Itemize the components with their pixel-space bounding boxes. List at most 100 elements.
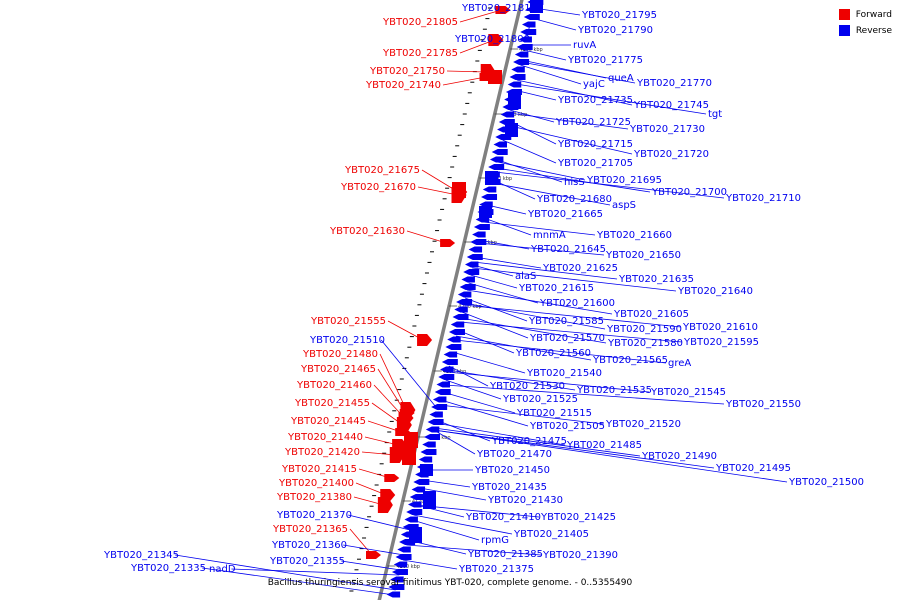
reverse-gene-label: YBT020_21385 — [467, 549, 543, 560]
reverse-gene — [413, 479, 430, 485]
forward-gene-label: YBT020_21465 — [300, 364, 376, 375]
reverse-gene-label: YBT020_21650 — [605, 250, 681, 261]
reverse-leader — [466, 289, 613, 315]
reverse-gene — [404, 516, 418, 523]
reverse-leader — [472, 267, 677, 292]
reverse-leader — [483, 221, 596, 236]
reverse-gene-label: tgt — [708, 109, 722, 120]
reverse-gene — [493, 141, 507, 148]
reverse-gene — [427, 419, 444, 425]
reverse-gene — [516, 44, 533, 50]
reverse-leader — [442, 391, 516, 414]
reverse-leader — [415, 504, 540, 518]
forward-gene — [384, 474, 400, 482]
forward-gene-label: YBT020_21460 — [296, 380, 372, 391]
reverse-gene — [441, 359, 458, 365]
forward-gene — [389, 447, 405, 463]
forward-gene-label: YBT020_21675 — [344, 165, 420, 176]
reverse-leader — [434, 427, 641, 457]
reverse-gene — [445, 344, 462, 350]
tick-label: 4190 kbp — [443, 369, 467, 375]
reverse-gene — [447, 336, 461, 343]
reverse-gene — [505, 123, 518, 137]
reverse-gene — [393, 561, 408, 568]
reverse-gene — [464, 261, 479, 268]
reverse-gene — [481, 194, 498, 200]
reverse-gene-label: mnmA — [533, 230, 566, 241]
reverse-gene-label: YBT020_21500 — [788, 477, 864, 488]
reverse-gene — [425, 426, 440, 433]
reverse-leader — [433, 429, 715, 469]
reverse-leader — [341, 560, 401, 571]
reverse-gene-label: YBT020_21590 — [606, 324, 682, 335]
legend-forward: Forward — [838, 9, 892, 20]
reverse-gene — [513, 59, 530, 65]
forward-gene — [452, 182, 466, 198]
reverse-leader — [406, 544, 542, 556]
reverse-leader — [521, 61, 636, 84]
reverse-gene — [500, 111, 515, 118]
forward-gene-label: YBT020_21555 — [310, 316, 386, 327]
reverse-gene — [409, 527, 422, 543]
reverse-leader — [478, 239, 530, 250]
reverse-gene-label: YBT020_21645 — [530, 244, 606, 255]
reverse-leader — [202, 567, 395, 596]
reverse-gene — [468, 246, 483, 253]
forward-gene-label: YBT020_21365 — [272, 524, 348, 535]
reverse-gene-label: YBT020_21600 — [539, 298, 615, 309]
reverse-gene-label: YBT020_21545 — [650, 387, 726, 398]
reverse-gene-label: YBT020_21485 — [566, 440, 642, 451]
reverse-gene-label: YBT020_21450 — [474, 465, 550, 476]
reverse-leader — [348, 514, 411, 531]
reverse-gene — [509, 74, 526, 80]
reverse-gene — [434, 389, 451, 395]
reverse-gene-label: YBT020_21520 — [605, 419, 681, 430]
reverse-leader — [474, 256, 542, 269]
reverse-gene-label: YBT020_21390 — [542, 550, 618, 561]
reverse-gene — [472, 231, 486, 238]
forward-gene — [488, 70, 502, 84]
reverse-leader — [413, 514, 513, 535]
reverse-gene — [479, 206, 492, 218]
reverse-leader — [464, 297, 528, 322]
forward-leader — [442, 76, 486, 86]
reverse-gene — [422, 441, 436, 448]
forward-leader — [379, 353, 407, 411]
reverse-gene-label: YBT020_21795 — [581, 10, 657, 21]
reverse-gene — [488, 164, 505, 170]
forward-gene-label: YBT020_21750 — [369, 66, 445, 77]
reverse-leader — [455, 335, 592, 361]
reverse-gene-label: YBT020_21720 — [633, 149, 709, 160]
forward-gene-label: YBT020_21630 — [329, 226, 405, 237]
reverse-leader — [433, 429, 476, 455]
reverse-gene-label: YBT020_21810 — [461, 3, 537, 14]
reverse-gene-label: YBT020_21615 — [518, 283, 594, 294]
forward-gene-label: YBT020_21445 — [290, 416, 366, 427]
reverse-leader — [419, 487, 487, 501]
legend-reverse-swatch — [838, 25, 850, 36]
reverse-leader — [452, 351, 526, 374]
reverse-gene — [461, 276, 475, 283]
reverse-gene-label: YBT020_21370 — [276, 510, 352, 521]
reverse-leader — [494, 171, 725, 199]
forward-gene-label: YBT020_21740 — [365, 80, 441, 91]
reverse-gene-label: YBT020_21355 — [269, 556, 345, 567]
reverse-gene-label: YBT020_21525 — [502, 394, 578, 405]
reverse-gene-label: YBT020_21605 — [613, 309, 689, 320]
reverse-leader — [459, 321, 683, 343]
reverse-gene-label: rpmG — [481, 535, 509, 546]
reverse-gene — [511, 66, 525, 73]
reverse-leader — [447, 371, 650, 393]
forward-leader — [349, 528, 373, 556]
reverse-leader — [515, 83, 707, 115]
tick-label: 4160 kbp — [396, 564, 420, 570]
reverse-gene — [391, 569, 408, 575]
reverse-gene-label: YBT020_21725 — [555, 117, 631, 128]
forward-leader — [417, 186, 458, 196]
reverse-gene — [429, 411, 443, 418]
reverse-gene — [452, 314, 469, 320]
reverse-gene — [406, 509, 423, 515]
reverse-gene — [411, 486, 426, 493]
reverse-leader — [463, 304, 682, 328]
